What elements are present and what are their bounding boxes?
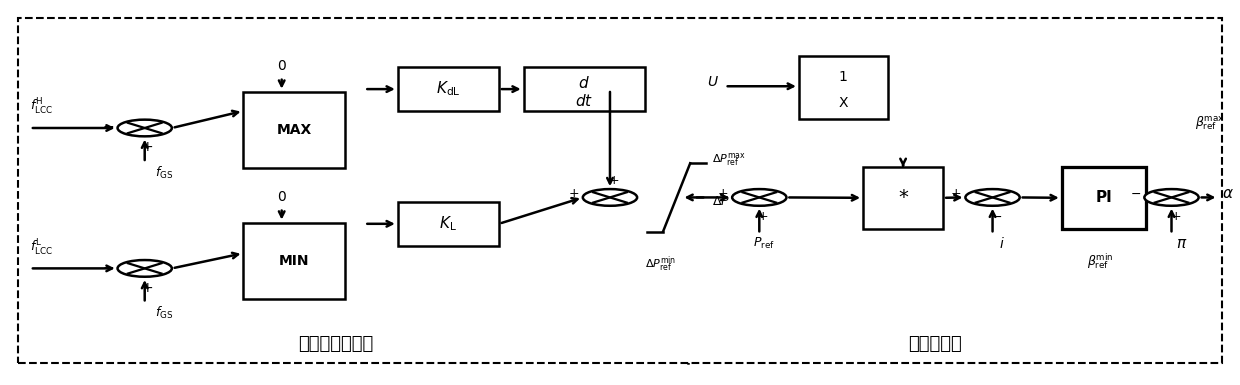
Text: $K_{\rm dL}$: $K_{\rm dL}$ [436, 80, 460, 99]
Text: $\Delta P$: $\Delta P$ [713, 195, 730, 208]
Text: $\alpha$: $\alpha$ [1223, 186, 1234, 201]
Bar [799, 56, 888, 119]
Text: $\Delta P_{\rm ref}^{\rm max}$: $\Delta P_{\rm ref}^{\rm max}$ [713, 151, 746, 168]
Text: $f_{\rm GS}$: $f_{\rm GS}$ [155, 165, 172, 181]
Text: $f_{\rm LCC}^{\rm H}$: $f_{\rm LCC}^{\rm H}$ [30, 97, 53, 117]
Text: MAX: MAX [277, 123, 311, 137]
Text: $+$: $+$ [141, 281, 154, 295]
Text: $d$: $d$ [578, 75, 590, 90]
Text: 变功率附加控制: 变功率附加控制 [299, 335, 373, 353]
Text: $f_{\rm LCC}^{\rm L}$: $f_{\rm LCC}^{\rm L}$ [30, 238, 53, 258]
Text: MIN: MIN [279, 254, 309, 268]
Text: 1: 1 [838, 70, 848, 84]
Bar [243, 92, 345, 168]
Text: $+$: $+$ [608, 174, 619, 187]
Text: $dt$: $dt$ [575, 93, 593, 109]
Bar [1061, 167, 1146, 229]
Circle shape [732, 189, 786, 206]
Text: $+$: $+$ [717, 187, 728, 200]
Text: $\pi$: $\pi$ [1177, 236, 1188, 251]
Bar [863, 167, 944, 229]
Text: $+$: $+$ [1169, 209, 1180, 223]
Text: *: * [898, 188, 908, 207]
Text: $K_{\rm L}$: $K_{\rm L}$ [439, 214, 458, 233]
Circle shape [118, 260, 172, 277]
Bar [243, 223, 345, 299]
Text: PI: PI [1095, 190, 1112, 205]
Text: $+$: $+$ [141, 140, 154, 154]
Text: $i$: $i$ [998, 236, 1004, 251]
Text: $\Delta P_{\rm ref}^{\rm min}$: $\Delta P_{\rm ref}^{\rm min}$ [645, 254, 676, 274]
Circle shape [583, 189, 637, 206]
Circle shape [966, 189, 1019, 206]
Bar [398, 202, 498, 246]
Text: 0: 0 [278, 190, 286, 204]
Text: 0: 0 [278, 59, 286, 73]
Text: $U$: $U$ [707, 75, 718, 89]
Text: X: X [838, 96, 848, 110]
Text: $\beta_{\rm ref}^{\rm min}$: $\beta_{\rm ref}^{\rm min}$ [1086, 251, 1114, 271]
Text: 定功率控制: 定功率控制 [908, 335, 961, 353]
Text: $\beta_{\rm ref}^{\rm max}$: $\beta_{\rm ref}^{\rm max}$ [1195, 115, 1225, 132]
Text: $-$: $-$ [102, 259, 114, 273]
Text: $-$: $-$ [1130, 187, 1141, 200]
Text: $P_{\rm ref}$: $P_{\rm ref}$ [753, 236, 775, 251]
Bar [523, 67, 645, 111]
Text: $-$: $-$ [102, 119, 114, 133]
Text: $+$: $+$ [950, 187, 962, 200]
Text: $+$: $+$ [568, 187, 579, 200]
Text: $f_{\rm GS}$: $f_{\rm GS}$ [155, 305, 172, 321]
Circle shape [1145, 189, 1199, 206]
Bar [398, 67, 498, 111]
Circle shape [118, 120, 172, 136]
Text: $+$: $+$ [758, 209, 769, 223]
Text: $-$: $-$ [991, 209, 1002, 223]
